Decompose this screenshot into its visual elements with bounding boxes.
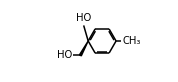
Text: CH₃: CH₃ [122,36,140,46]
Text: HO: HO [76,13,91,23]
Polygon shape [79,41,88,56]
Text: HO: HO [57,50,72,60]
